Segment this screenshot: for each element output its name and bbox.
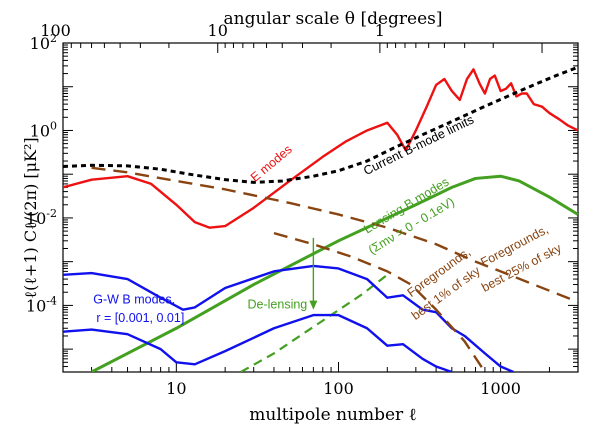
series-fg_1 bbox=[273, 231, 486, 372]
series-gw_low bbox=[63, 313, 453, 372]
series-bmode_limits bbox=[63, 65, 578, 184]
bottom-axis-title: multipole number ℓ bbox=[249, 405, 416, 425]
x2-tick-label: 100 bbox=[40, 21, 71, 40]
series-lensing bbox=[90, 174, 578, 372]
annotation-gw_1: G-W B modes, bbox=[93, 293, 175, 307]
series-fg_25 bbox=[91, 166, 578, 304]
y-tick-label: 102 bbox=[30, 32, 57, 53]
curves bbox=[63, 65, 578, 372]
x-tick-label: 100 bbox=[323, 379, 354, 398]
x2-tick-label: 10 bbox=[208, 21, 228, 40]
series-delensed bbox=[240, 273, 388, 372]
x2-tick-label: 1 bbox=[375, 21, 385, 40]
series-gw_high bbox=[63, 264, 514, 372]
delensing-arrow-head bbox=[309, 300, 318, 310]
x-tick-label: 10 bbox=[166, 379, 186, 398]
annotation-gw_2: r = [0.001, 0.01] bbox=[96, 311, 184, 325]
y-tick-label: 10-4 bbox=[26, 294, 57, 315]
y-tick-label: 10-2 bbox=[26, 207, 57, 228]
annotation-e_modes: E modes bbox=[248, 142, 295, 184]
y-axis-title: ℓ(ℓ+1) Cℓ/(2π) [μK²] bbox=[21, 137, 40, 298]
annotation-delensing: De-lensing bbox=[248, 297, 308, 311]
plot-frame bbox=[62, 42, 579, 373]
top-axis-title: angular scale θ [degrees] bbox=[224, 9, 443, 29]
series-emodes bbox=[63, 68, 578, 229]
y-tick-label: 100 bbox=[30, 119, 57, 140]
x-tick-label: 1000 bbox=[480, 379, 521, 398]
